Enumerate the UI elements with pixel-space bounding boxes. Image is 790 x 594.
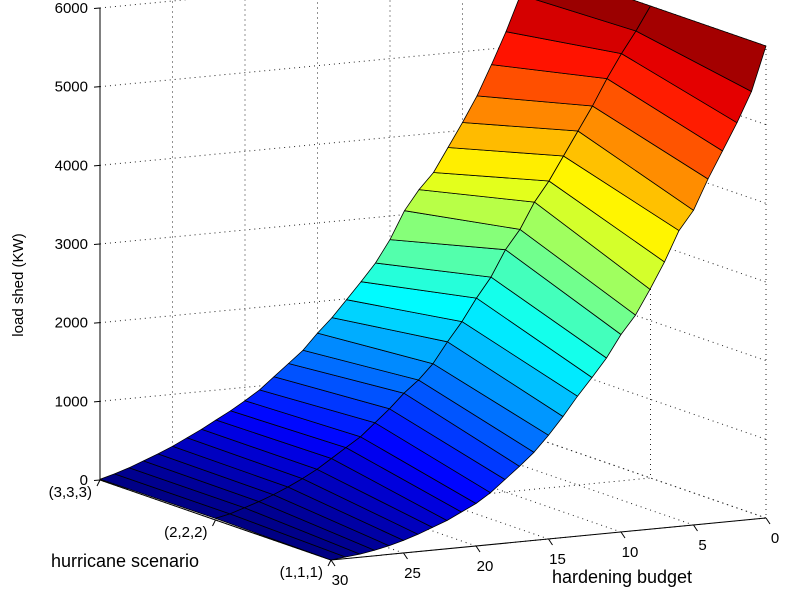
x-tick-mark <box>330 559 336 567</box>
y-tick-mark <box>96 479 101 487</box>
x-tick-label: 0 <box>771 530 779 547</box>
z-tick-label: 2000 <box>55 315 88 332</box>
y-tick-mark <box>327 559 332 567</box>
gridline-z <box>99 122 767 204</box>
gridline-z <box>99 358 767 440</box>
x-tick-mark <box>548 538 553 546</box>
z-tick-label: 4000 <box>55 157 88 174</box>
x-tick-label: 25 <box>404 565 421 582</box>
y-tick-label: (2,2,2) <box>164 524 207 541</box>
z-tick-mark <box>93 400 101 403</box>
x-tick-mark <box>620 531 626 539</box>
x-tick-mark <box>693 524 698 532</box>
surface-patch <box>635 5 767 92</box>
gridline-z <box>99 280 767 362</box>
y-tick-label: (1,1,1) <box>280 564 323 581</box>
z-tick-label: 3000 <box>55 236 88 253</box>
z-tick-mark <box>93 86 101 88</box>
surface-layer <box>99 0 767 561</box>
z-tick-mark <box>93 7 101 9</box>
z-tick-mark <box>93 164 101 167</box>
x-tick-mark <box>403 552 408 560</box>
z-tick-label: 0 <box>80 472 88 489</box>
y-tick-label: (3,3,3) <box>49 484 92 501</box>
x-tick-label: 15 <box>549 551 566 568</box>
gridline-z <box>99 44 767 126</box>
z-tick-mark <box>93 479 101 481</box>
z-tick-label: 1000 <box>55 393 88 410</box>
x-tick-label: 30 <box>332 572 349 589</box>
z-tick-label: 6000 <box>55 0 88 17</box>
z-axis-label: load shed (KW) <box>10 233 27 336</box>
z-tick-label: 5000 <box>55 79 88 96</box>
x-tick-label: 10 <box>622 544 639 561</box>
z-tick-mark <box>93 322 101 324</box>
tick-layer: 0 1000 2000 3000 4000 5000 6000 (3,3,3) (2,2,2) (… <box>49 0 780 589</box>
x-tick-mark <box>475 545 481 553</box>
z-tick-mark <box>93 243 101 245</box>
x-tick-label: 20 <box>477 558 494 575</box>
x-axis-label: hardening budget <box>552 567 692 587</box>
x-tick-label: 5 <box>698 537 706 554</box>
y-tick-mark <box>212 519 216 527</box>
x-tick-mark <box>765 517 771 525</box>
y-axis-label: hurricane scenario <box>51 551 199 571</box>
